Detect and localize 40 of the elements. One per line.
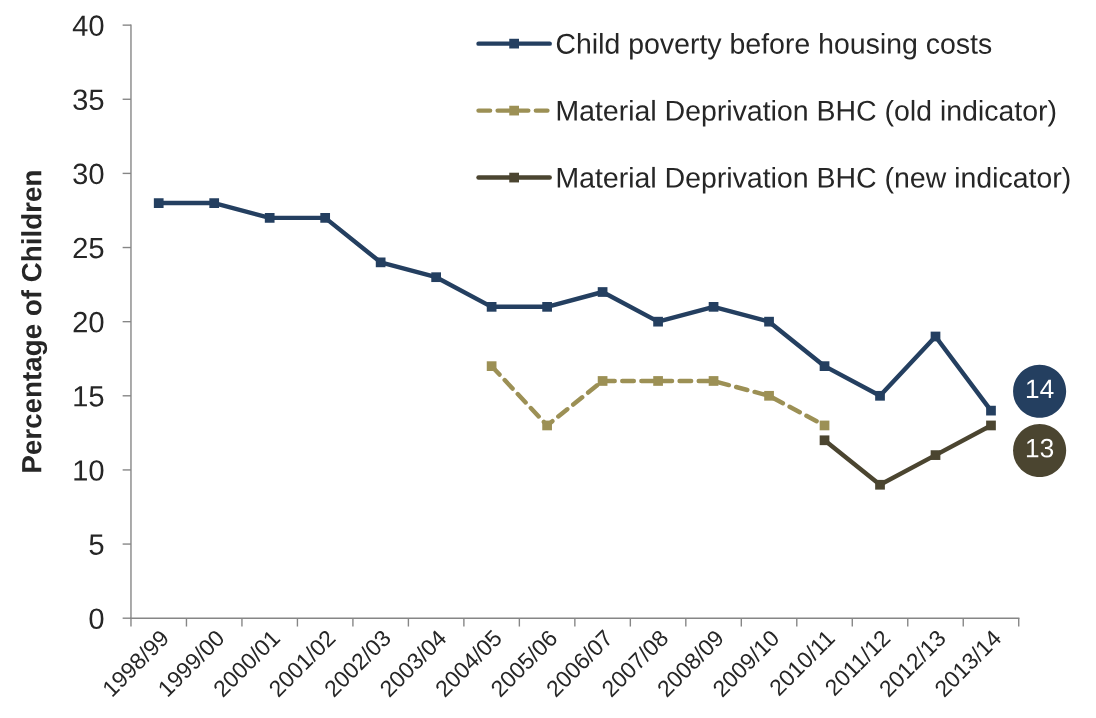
y-tick-label: 0 bbox=[89, 608, 104, 630]
point bbox=[153, 198, 164, 208]
legend-label: Material Deprivation BHC (old indicator) bbox=[557, 99, 1056, 127]
point bbox=[320, 213, 331, 223]
y-tick-label: 30 bbox=[73, 163, 104, 185]
point bbox=[653, 376, 663, 386]
point bbox=[486, 361, 497, 372]
y-tick-label: 35 bbox=[73, 89, 104, 111]
data-label: 13 bbox=[1026, 438, 1054, 458]
point bbox=[542, 301, 552, 312]
point bbox=[431, 272, 441, 283]
point bbox=[542, 420, 552, 431]
point bbox=[930, 450, 941, 460]
y-tick-label: 40 bbox=[72, 15, 104, 36]
legend-label: Material Deprivation BHC (new indicator) bbox=[557, 166, 1070, 194]
point bbox=[209, 198, 220, 208]
point bbox=[597, 376, 608, 386]
point bbox=[986, 420, 996, 431]
point bbox=[819, 435, 830, 446]
point bbox=[375, 257, 386, 268]
legend-label: Child poverty before housing costs bbox=[556, 32, 992, 60]
point bbox=[986, 405, 996, 416]
point bbox=[819, 361, 830, 372]
point bbox=[708, 301, 719, 312]
point bbox=[875, 479, 885, 490]
y-tick-label: 25 bbox=[73, 237, 104, 259]
y-tick-label: 5 bbox=[89, 534, 104, 555]
point bbox=[708, 376, 719, 386]
point bbox=[764, 316, 774, 327]
point bbox=[264, 213, 275, 223]
point bbox=[597, 287, 608, 297]
y-tick-label: 15 bbox=[74, 386, 104, 407]
point bbox=[486, 301, 497, 312]
point bbox=[875, 390, 885, 401]
y-tick-label: 10 bbox=[74, 460, 104, 481]
y-axis-title: Percentage of Children bbox=[21, 171, 48, 472]
point bbox=[653, 316, 663, 327]
y-tick-label: 20 bbox=[73, 311, 104, 333]
point bbox=[764, 390, 774, 401]
data-label: 14 bbox=[1026, 379, 1054, 398]
